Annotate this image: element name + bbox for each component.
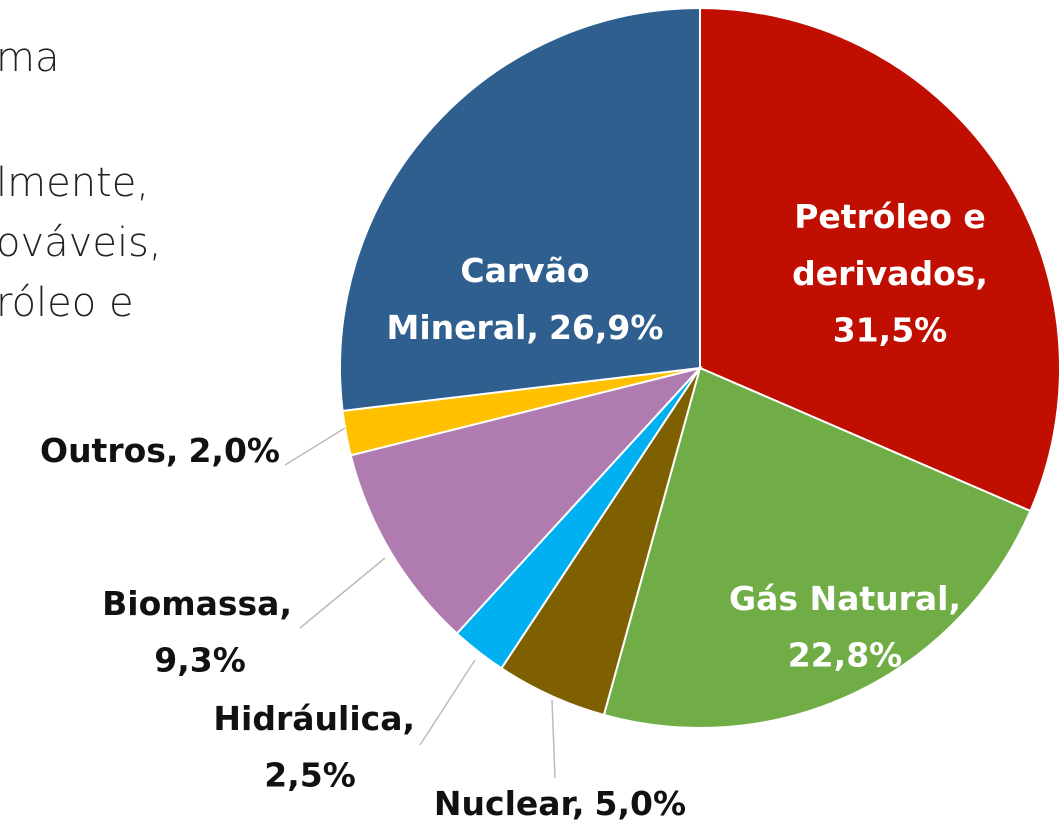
category-label: Hidráulica, <box>213 699 415 738</box>
slice-label: Biomassa, <box>102 584 292 623</box>
category-label: derivados, <box>792 254 988 293</box>
category-label: Biomassa, <box>102 584 292 623</box>
slide-text: ma <box>0 35 59 81</box>
category-label: Gás Natural, <box>729 579 961 618</box>
value-label: 22,8% <box>788 636 903 675</box>
category-label: Mineral, <box>387 308 539 347</box>
slice-label: Carvão <box>460 251 589 290</box>
value-label: 26,9% <box>549 308 664 347</box>
slice-label: Outros, 2,0% <box>40 431 280 470</box>
category-label: Carvão <box>460 251 589 290</box>
leader-line <box>420 660 475 745</box>
slice-label: Hidráulica, <box>213 699 415 738</box>
value-label: 5,0% <box>595 784 687 823</box>
value-label: 2,0% <box>188 431 280 470</box>
value-label: 31,5% <box>833 311 948 350</box>
value-label: 2,5% <box>264 756 356 795</box>
category-label: Outros, <box>40 431 178 470</box>
value-label: 9,3% <box>154 641 246 680</box>
pie-slice <box>340 8 700 411</box>
slide-text: róleo e <box>0 280 134 326</box>
leader-line <box>552 700 555 778</box>
leader-line <box>300 558 385 628</box>
slice-label: Petróleo e <box>794 197 986 236</box>
slide: ma lmente, ováveis, róleo e Petróleo e de… <box>0 0 1063 832</box>
slice-label: Nuclear, 5,0% <box>434 784 686 823</box>
slice-label: derivados, <box>792 254 988 293</box>
category-label: Petróleo e <box>794 197 986 236</box>
leader-line <box>285 428 345 465</box>
slice-label: Gás Natural, <box>729 579 961 618</box>
slide-text: lmente, <box>0 160 149 206</box>
category-label: Nuclear, <box>434 784 585 823</box>
slice-label: Mineral, 26,9% <box>387 308 664 347</box>
slide-text: ováveis, <box>0 220 162 266</box>
